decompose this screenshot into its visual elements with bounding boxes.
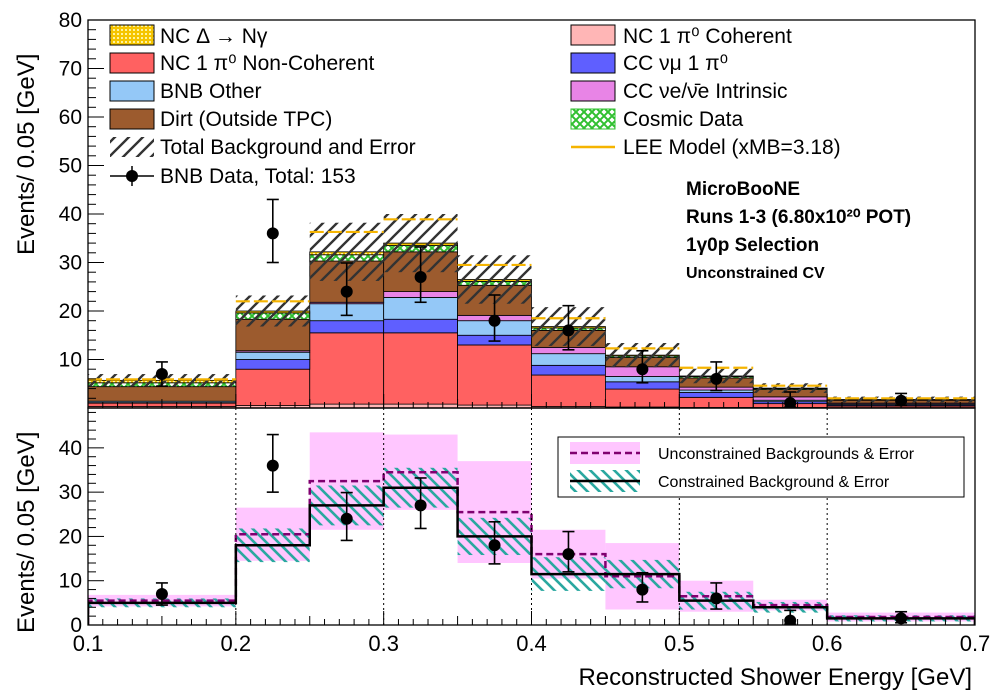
stack-bar-nc-pi0-noncoh-3 <box>383 332 458 405</box>
bottom-data-point-8 <box>784 614 797 625</box>
stack-bar-bnb-other-1 <box>235 351 311 360</box>
stack-bar-cc-numu-pi0-2 <box>309 320 385 334</box>
stack-bar-nc-pi0-noncoh-7 <box>678 396 754 408</box>
legend-label-cc-numu-pi0: CC νμ 1 π⁰ <box>623 52 728 75</box>
bottom-data-point-0 <box>155 588 168 600</box>
legend-swatch-data <box>110 166 154 186</box>
bottom-data-point-2 <box>340 512 353 525</box>
legend-label-dirt: Dirt (Outside TPC) <box>160 108 332 131</box>
data-point-7 <box>710 372 723 385</box>
selection-label: 1γ0p Selection <box>686 235 819 256</box>
legend-swatch-bnb-other <box>109 80 155 102</box>
legend-label-unconstrained: Unconstrained Backgrounds & Error <box>658 446 915 463</box>
axis-ticks: 0.1 0.2 0.3 0.4 0.5 0.6 0.7 10 20 30 40 50 60 70 80 0 10… <box>59 9 991 656</box>
top-y-tick-label-0: 10 <box>59 349 82 372</box>
x-tick-label-4: 0.5 <box>664 631 695 656</box>
unconstrained-step-line <box>88 470 975 625</box>
legend-label-cc-nue: CC νe/ν̄e Intrinsic <box>623 80 788 103</box>
legend-swatch-dirt <box>109 108 155 130</box>
bottom-y-tick-label-4: 40 <box>59 437 82 460</box>
data-point-2 <box>340 285 353 298</box>
data-point-5 <box>562 324 575 337</box>
bottom-y-axis-title: Events/ 0.05 [GeV] <box>13 432 40 633</box>
legend-label-data: BNB Data, Total: 153 <box>160 165 356 188</box>
x-tick-label-6: 0.7 <box>960 631 991 656</box>
legend-swatch-cc-nue <box>570 80 616 102</box>
bottom-panel <box>88 432 975 625</box>
stack-bar-nc-pi0-noncoh-4 <box>457 344 532 406</box>
legend-label-constrained: Constrained Background & Error <box>658 474 890 491</box>
stack-bar-nc-pi0-noncoh-2 <box>309 332 385 405</box>
data-point-6 <box>636 363 649 376</box>
data-point-1 <box>266 227 279 240</box>
stack-bar-cc-numu-pi0-5 <box>531 364 606 376</box>
top-y-tick-label-5: 60 <box>59 106 82 129</box>
legend-label-nc-pi0-coh: NC 1 π⁰ Coherent <box>623 25 792 48</box>
x-tick-label-3: 0.4 <box>516 631 547 656</box>
legend-label-bnb-other: BNB Other <box>160 80 262 103</box>
legend-swatch-nc-pi0-noncoh <box>109 52 155 74</box>
top-y-tick-label-6: 70 <box>59 58 82 81</box>
top-legend: NC Δ → Nγ NC 1 π⁰ Non-Coherent BNB Other… <box>109 24 841 188</box>
stack-bar-nc-pi0-noncoh-5 <box>531 374 606 407</box>
top-y-axis-title: Events/ 0.05 [GeV] <box>13 54 40 255</box>
stack-bar-cc-numu-pi0-3 <box>383 318 458 334</box>
bottom-data-point-4 <box>488 539 501 552</box>
x-tick-label-1: 0.2 <box>221 631 252 656</box>
x-tick-label-5: 0.6 <box>812 631 843 656</box>
legend-swatch-nc-pi0-coh <box>570 24 616 46</box>
top-y-tick-label-1: 20 <box>59 300 82 323</box>
stack-bar-nc-pi0-noncoh-1 <box>235 368 311 406</box>
constrained-step-line <box>88 486 975 625</box>
bottom-data-point-3 <box>414 499 427 512</box>
x-axis-title: Reconstructed Shower Energy [GeV] <box>578 664 972 691</box>
legend-swatch-cc-numu-pi0 <box>570 52 616 74</box>
stack-bar-nc-pi0-noncoh-6 <box>605 388 680 408</box>
legend-label-cosmic: Cosmic Data <box>623 108 744 131</box>
top-y-tick-label-7: 80 <box>59 9 82 32</box>
top-y-tick-label-2: 30 <box>59 252 82 275</box>
total-bkg-band-8 <box>753 383 828 393</box>
top-y-tick-label-3: 40 <box>59 203 82 226</box>
legend-swatch-total-bkg <box>110 137 154 157</box>
bottom-data-point-5 <box>562 548 575 561</box>
data-point-0 <box>155 368 168 381</box>
bottom-y-tick-label-2: 20 <box>59 525 82 548</box>
legend-swatch-cosmic <box>570 108 616 130</box>
bottom-y-tick-label-1: 10 <box>59 570 82 593</box>
total-bkg-band-1 <box>235 295 310 327</box>
bottom-y-tick-label-0: 0 <box>70 614 82 637</box>
legend-swatch-nc-delta <box>109 24 155 46</box>
data-point-8 <box>784 397 797 408</box>
x-tick-label-2: 0.3 <box>368 631 399 656</box>
stack-bar-bnb-other-5 <box>531 353 606 366</box>
runs-label: Runs 1-3 (6.80x10²⁰ POT) <box>686 207 911 228</box>
data-point-4 <box>488 314 501 327</box>
bottom-y-tick-label-3: 30 <box>59 481 82 504</box>
data-point-3 <box>414 271 427 284</box>
top-panel <box>88 198 975 408</box>
top-y-tick-label-4: 50 <box>59 155 82 178</box>
bottom-data-point-1 <box>266 459 279 472</box>
cv-label: Unconstrained CV <box>686 265 825 282</box>
stack-bar-cc-numu-pi0-1 <box>235 359 311 370</box>
experiment-name: MicroBooNE <box>686 179 800 200</box>
bottom-data-point-7 <box>710 592 723 605</box>
legend-label-lee: LEE Model (xMB=3.18) <box>623 136 841 159</box>
legend-label-nc-pi0-noncoh: NC 1 π⁰ Non-Coherent <box>160 52 374 75</box>
stack-bar-cc-numu-pi0-7 <box>678 392 754 398</box>
bottom-data-point-6 <box>636 583 649 596</box>
x-tick-label-0: 0.1 <box>73 631 104 656</box>
bottom-legend: Unconstrained Backgrounds & Error Constr… <box>557 436 965 498</box>
legend-label-nc-delta: NC Δ → Nγ <box>160 25 268 48</box>
experiment-labels: MicroBooNE Runs 1-3 (6.80x10²⁰ POT) 1γ0p… <box>686 179 911 282</box>
legend-label-total-bkg: Total Background and Error <box>160 136 416 159</box>
